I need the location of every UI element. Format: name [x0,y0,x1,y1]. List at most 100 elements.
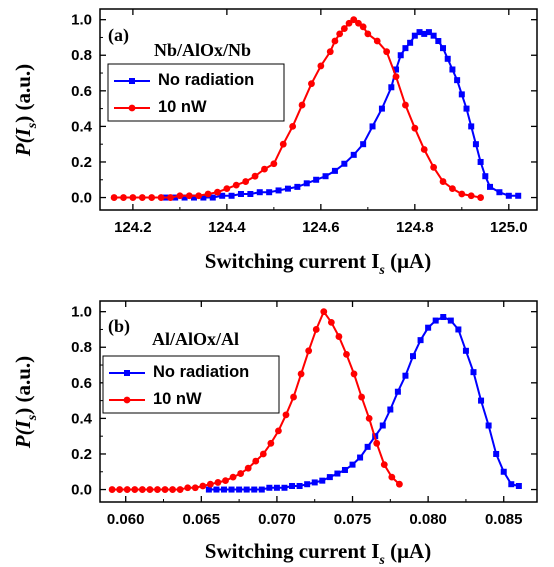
panel-b-series-10nw-point [320,308,328,316]
panel-b-series-no-radiation-point [236,486,243,493]
panel-a-series-10nw-point [340,25,348,32]
panel-a-legend-label-0: No radiation [158,71,254,89]
panel-b-series-no-radiation-point [349,461,356,468]
panel-a-series-no-radiation-point [237,190,244,197]
panel-a-series-10nw-point [420,146,428,153]
panel-b-series-no-radiation-point [228,486,235,493]
panel-a-series-no-radiation-point [247,190,254,197]
panel-a-series-no-radiation-point [200,194,207,201]
panel-a-y-tick-label: 1.0 [71,12,92,29]
panel-a-ticks: 124.2 124.4 124.6 124.8 125.0 0.0 0.2 0.4 0.6 0.8… [71,9,537,236]
panel-a-series-10nw-point [345,19,353,27]
panel-a-series-no-radiation-point [266,189,273,196]
panel-a: 124.2 124.4 124.6 124.8 125.0 0.0 0.2 0.4 0.6 0.8… [11,8,538,278]
panel-a-legend-marker-10nw [128,104,136,112]
panel-a-y-axis-title-sub: s [25,122,40,129]
panel-b-series-10nw-point [380,461,388,469]
panel-a-legend: No radiation 10 nW [107,63,285,122]
panel-a-series-10nw-point [430,163,438,171]
panel-b-x-tick-label: 0.075 [334,511,372,528]
panel-a-series-no-radiation-point [219,192,226,199]
panel-b-series-10nw-point [146,486,154,493]
panel-a-series-10nw-point [326,48,334,56]
panel-a-series-10nw-point [392,73,400,80]
panel-a-x-tick-label: 124.8 [396,219,434,236]
panel-b-series-10nw-point [154,486,161,493]
panel-b-label: (b) [108,316,130,337]
panel-a-y-tick-label: 0.6 [71,83,92,100]
panel-a-series-10nw-point [373,37,381,45]
panel-a-series-no-radiation-point [463,105,470,112]
panel-a-series-10nw-point [317,62,325,70]
panel-b-y-tick-label: 1.0 [71,304,92,321]
panel-a-series-no-radiation-point [449,66,456,73]
panel-b-series-no-radiation-point [357,454,364,461]
panel-a-x-axis-title-unit: (μA) [385,249,431,273]
panel-b-series-10nw-point [388,473,396,481]
panel-a-series-no-radiation-point [444,55,451,62]
panel-a-series-no-radiation-point [496,189,503,196]
panel-a-series-10nw-point [364,30,372,38]
panel-b-series-no-radiation-point [213,486,220,493]
panel-a-series-10nw-point [148,194,156,201]
panel-a-series-10nw-point [402,101,409,109]
panel-b-y-tick-label: 0.0 [71,482,92,499]
panel-b-y-axis-title-tail: ) (a.u.) [11,356,35,415]
panel-b-series-10nw-point [206,480,214,488]
panel-a-series-no-radiation-point [440,45,447,52]
panel-b-series-no-radiation-point [508,481,515,488]
panel-b-series-10nw-point [395,480,403,488]
panel-b-series-10nw-point [297,370,305,378]
panel-a-series-10nw-point [110,194,118,201]
panel-a-series-10nw-point [204,190,212,198]
panel-b-series-no-radiation-point [319,477,326,484]
panel-a-x-axis-title-main: Switching current I [205,249,380,273]
panel-b-series-10nw-point [312,326,320,333]
panel-b-legend: No radiation 10 nW [102,355,280,414]
panel-a-series-no-radiation-point [228,192,235,199]
panel-a-series-10nw-point [232,181,240,189]
panel-b-series-10nw-point [335,333,343,340]
panel-a-series-no-radiation-point [313,176,320,183]
panel-b-y-axis-title-sub: s [25,414,40,421]
panel-a-series-10nw-point [350,16,358,24]
panel-a-series-10nw-point [120,194,127,201]
panel-a-series [110,16,522,201]
panel-a-series-10nw-point [298,101,306,109]
panel-b-series-10nw-point [214,479,222,486]
panel-b-series-10nw-point [191,484,199,492]
panel-b-series [108,308,522,493]
panel-b-series-no-radiation-point [341,466,348,473]
panel-b-series-no-radiation-point [379,422,386,429]
panel-a-series-10nw-point [359,23,367,31]
panel-b-series-no-radiation-point [485,422,492,429]
panel-b-series-no-radiation-point [311,479,318,486]
panel-b-x-tick-label: 0.085 [485,511,523,528]
panel-b-y-axis-title: P(Is) (a.u.) [11,356,40,449]
panel-b-series-10nw-point [222,477,229,485]
panel-a-series-no-radiation-point [341,160,348,167]
panel-a-series-no-radiation-point [378,105,385,112]
panel-a-series-no-radiation-point [454,77,461,84]
panel-b-x-axis-title-unit: (μA) [385,539,431,563]
panel-a-series-10nw-point [167,194,174,201]
panel-a-series-no-radiation-point [284,185,291,192]
panel-a-series-no-radiation-point [294,183,301,190]
panel-b-series-no-radiation-point [304,481,311,488]
panel-b-y-tick-label: 0.8 [71,339,92,356]
panel-a-label: (a) [108,25,129,46]
panel-a-legend-box [107,63,285,122]
panel-b-series-10nw-point [176,486,184,493]
panel-a-y-axis-title: P(Is) (a.u.) [11,64,40,157]
panel-b-y-tick-label: 0.2 [71,446,92,463]
panel-b-series-no-radiation-point [432,317,439,324]
panel-b-series-10nw-point [116,486,124,493]
panel-b-series-no-radiation-point [387,406,394,413]
panel-a-series-no-radiation-point [402,45,409,52]
panel-b-x-axis-title: Switching current Is (μA) [205,539,431,567]
panel-a-series-10nw-point [355,19,362,27]
panel-a-series-no-radiation-point [515,192,522,199]
panel-a-series-no-radiation-point [487,183,494,190]
panel-b-series-no-radiation-point [417,337,424,344]
panel-a-series-no-radiation-point [468,123,475,130]
